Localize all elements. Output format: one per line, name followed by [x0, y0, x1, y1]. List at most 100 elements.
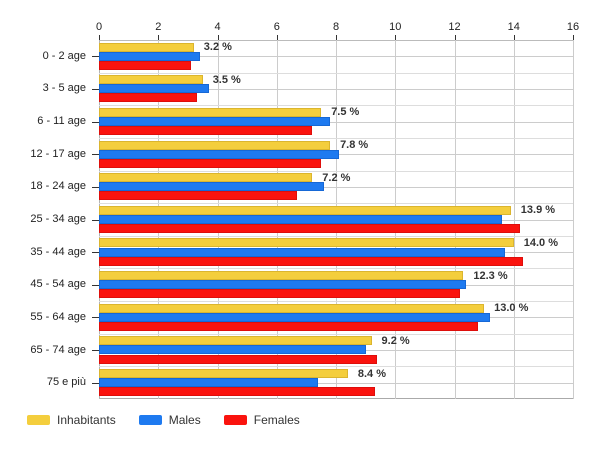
y-axis-tick — [92, 350, 99, 352]
category-label: 18 - 24 age — [30, 180, 86, 193]
category-label: 35 - 44 age — [30, 245, 86, 258]
y-axis-tick — [92, 252, 99, 254]
row-boundary-gridline — [99, 235, 573, 237]
bar-inhabitants[interactable] — [99, 140, 331, 150]
bar-inhabitants[interactable] — [99, 42, 194, 52]
bar-males[interactable] — [99, 312, 491, 322]
row-boundary-gridline — [99, 301, 573, 303]
value-label: 7.2 % — [322, 171, 351, 184]
row-boundary-gridline — [99, 333, 573, 335]
x-axis-tick-label: 16 — [566, 21, 580, 33]
bar-inhabitants[interactable] — [99, 205, 511, 215]
bar-inhabitants[interactable] — [99, 173, 313, 183]
bar-inhabitants[interactable] — [99, 336, 372, 346]
y-axis-tick — [92, 56, 99, 58]
legend-item-males[interactable]: Males — [138, 413, 201, 427]
bar-males[interactable] — [99, 116, 331, 126]
category-label: 55 - 64 age — [30, 310, 86, 323]
legend-label: Females — [253, 413, 300, 427]
bar-females[interactable] — [99, 387, 375, 397]
row-boundary-gridline — [99, 268, 573, 270]
legend: Inhabitants Males Females — [27, 413, 300, 427]
bar-males[interactable] — [99, 149, 339, 159]
row-center-gridline — [99, 56, 573, 58]
bar-females[interactable] — [99, 60, 191, 70]
value-label: 14.0 % — [523, 236, 558, 249]
y-axis-tick — [92, 382, 99, 384]
bar-inhabitants[interactable] — [99, 303, 485, 313]
y-axis-tick — [92, 317, 99, 319]
value-label: 3.2 % — [203, 41, 232, 54]
bar-inhabitants[interactable] — [99, 238, 514, 248]
bar-females[interactable] — [99, 158, 322, 168]
x-axis-tick — [513, 35, 515, 40]
x-axis-tick — [276, 35, 278, 40]
x-axis-tick — [217, 35, 219, 40]
bar-females[interactable] — [99, 126, 313, 136]
bar-males[interactable] — [99, 214, 502, 224]
bar-females[interactable] — [99, 191, 298, 201]
x-axis-tick — [99, 35, 100, 40]
bar-females[interactable] — [99, 93, 197, 103]
legend-label: Males — [168, 413, 201, 427]
bar-males[interactable] — [99, 247, 505, 257]
value-label: 7.5 % — [331, 106, 360, 119]
legend-label: Inhabitants — [57, 413, 116, 427]
legend-item-inhabitants[interactable]: Inhabitants — [27, 413, 116, 427]
bar-males[interactable] — [99, 182, 325, 192]
value-label: 12.3 % — [473, 269, 508, 282]
bar-males[interactable] — [99, 51, 200, 61]
x-axis-tick — [336, 35, 337, 40]
bar-inhabitants[interactable] — [99, 107, 322, 117]
category-label: 45 - 54 age — [30, 278, 86, 291]
category-label: 25 - 34 age — [30, 213, 86, 225]
x-axis-tick — [454, 35, 456, 40]
x-axis-tick-label: 14 — [507, 21, 520, 33]
x-axis-tick — [573, 35, 574, 40]
x-axis-tick-label: 10 — [389, 21, 402, 33]
row-center-gridline — [99, 186, 573, 188]
y-axis-tick — [92, 186, 99, 188]
bar-females[interactable] — [99, 321, 479, 331]
legend-item-females[interactable]: Females — [223, 413, 300, 427]
bar-inhabitants[interactable] — [99, 75, 203, 85]
row-boundary-gridline — [99, 366, 573, 368]
value-label: 13.0 % — [494, 302, 529, 315]
y-axis-tick — [92, 284, 99, 286]
row-center-gridline — [99, 382, 573, 384]
y-axis-tick — [92, 154, 99, 156]
value-label: 3.5 % — [212, 73, 241, 86]
bar-males[interactable] — [99, 280, 467, 290]
x-axis-tick-label: 0 — [95, 21, 103, 33]
x-axis-tick-label: 4 — [214, 21, 221, 33]
x-axis-tick-label: 8 — [332, 21, 340, 33]
x-axis-tick — [395, 35, 397, 40]
bar-males[interactable] — [99, 84, 209, 94]
x-axis-tick-label: 6 — [273, 21, 280, 33]
category-label: 0 - 2 age — [42, 49, 86, 62]
legend-swatch-inhabitants — [27, 415, 50, 425]
bar-females[interactable] — [99, 289, 461, 299]
category-label: 12 - 17 age — [30, 147, 86, 160]
category-label: 3 - 5 age — [42, 82, 86, 95]
bar-females[interactable] — [99, 256, 523, 266]
bar-inhabitants[interactable] — [99, 368, 348, 378]
bar-inhabitants[interactable] — [99, 271, 464, 281]
row-center-gridline — [99, 88, 573, 90]
bar-males[interactable] — [99, 378, 319, 388]
bar-males[interactable] — [99, 345, 366, 355]
category-label: 6 - 11 age — [37, 115, 86, 128]
legend-swatch-females — [223, 415, 247, 425]
bar-females[interactable] — [99, 223, 520, 233]
bar-females[interactable] — [99, 354, 378, 364]
legend-swatch-males — [138, 415, 162, 425]
x-axis-tick-label: 2 — [155, 21, 162, 33]
category-label: 65 - 74 age — [30, 343, 86, 356]
x-axis-tick — [158, 35, 160, 40]
value-label: 7.8 % — [340, 139, 369, 152]
row-boundary-gridline — [99, 105, 573, 107]
plot-area: 0 2 4 6 8 10 12 14 16 3.2 % 3.5 % 7.5 % 7.8 % 7.2 % 13… — [92, 21, 579, 399]
y-axis-tick — [92, 219, 99, 221]
row-boundary-gridline — [99, 137, 573, 139]
